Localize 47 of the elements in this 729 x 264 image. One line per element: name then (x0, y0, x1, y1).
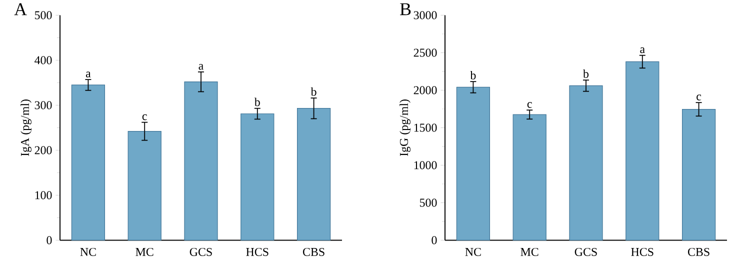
bar (128, 130, 162, 240)
data-label: b (583, 69, 589, 78)
y-tick-label: 0 (432, 236, 437, 244)
x-tick-label: GCS (574, 248, 597, 256)
y-tick-label: 3000 (414, 11, 437, 20)
y-tick-label: 500 (420, 198, 437, 207)
data-label: c (142, 114, 147, 120)
bar (626, 61, 660, 240)
y-tick-label: 500 (34, 11, 52, 20)
chart-title: B (400, 3, 411, 16)
x-tick-label: NC (80, 248, 96, 256)
data-label: c (527, 102, 532, 108)
bar (682, 108, 716, 240)
bar (184, 81, 218, 240)
x-tick-label: HCS (246, 248, 268, 256)
x-tick-label: HCS (631, 248, 654, 256)
x-tick-label: MC (136, 248, 154, 256)
chart-title: A (14, 3, 27, 16)
bar (297, 108, 331, 240)
data-label: a (640, 47, 645, 54)
x-tick-label: MC (520, 248, 538, 256)
bar (240, 113, 274, 240)
data-label: b (470, 70, 476, 80)
x-tick-label: CBS (688, 248, 710, 256)
bar (456, 86, 490, 240)
x-tick-label: GCS (190, 248, 212, 256)
bar (512, 114, 546, 240)
y-tick-label: 1500 (414, 124, 437, 132)
x-tick-label: NC (465, 248, 481, 256)
y-axis-title: IgA (pg/ml) (20, 99, 32, 156)
y-tick-label: 2500 (414, 48, 437, 57)
y-axis-title: IgG (pg/ml) (400, 99, 410, 156)
bar (569, 85, 603, 240)
data-label: a (198, 64, 204, 70)
data-label: b (254, 98, 260, 106)
y-tick-label: 2000 (414, 86, 437, 94)
y-tick-label: 0 (46, 236, 52, 244)
data-label: c (696, 94, 702, 100)
bar (71, 84, 106, 240)
data-label: a (86, 72, 91, 78)
y-tick-label: 400 (34, 56, 52, 64)
y-tick-label: 300 (34, 101, 52, 110)
data-label: b (310, 87, 316, 96)
y-tick-label: 100 (35, 191, 52, 200)
y-tick-label: 200 (34, 146, 52, 154)
y-tick-label: 1000 (414, 161, 437, 170)
x-tick-label: CBS (302, 248, 324, 256)
